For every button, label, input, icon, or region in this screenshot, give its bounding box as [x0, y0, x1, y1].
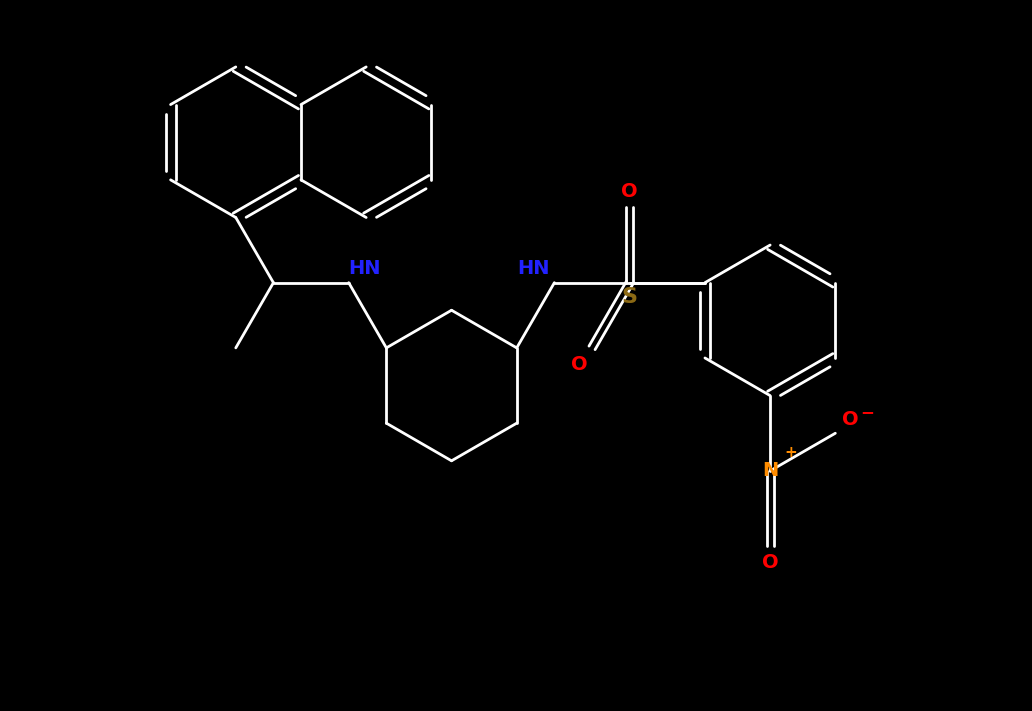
Text: O: O	[621, 182, 638, 201]
Text: O: O	[572, 355, 588, 373]
Text: +: +	[784, 445, 798, 460]
Text: HN: HN	[518, 260, 550, 279]
Text: O: O	[842, 410, 859, 429]
Text: O: O	[762, 553, 778, 572]
Text: N: N	[762, 461, 778, 481]
Text: −: −	[861, 403, 874, 422]
Text: HN: HN	[349, 260, 381, 279]
Text: S: S	[621, 287, 638, 307]
